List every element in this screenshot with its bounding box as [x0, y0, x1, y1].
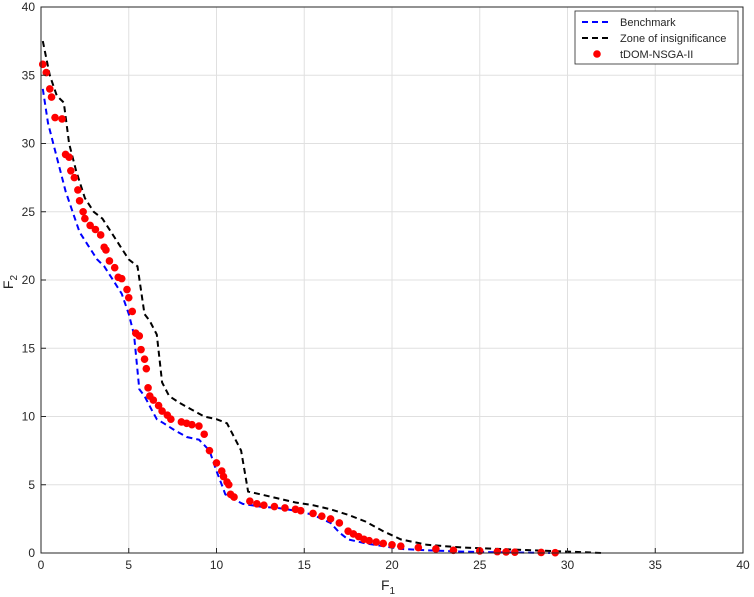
x-tick-label: 0	[38, 558, 45, 572]
data-point	[270, 502, 279, 511]
data-point	[432, 545, 440, 553]
x-tick-label: 35	[649, 558, 663, 572]
data-point	[396, 542, 405, 550]
x-tick-label: 10	[210, 558, 224, 572]
data-point	[309, 509, 317, 518]
data-point	[144, 384, 152, 392]
series-zone-of-insignificance-line	[41, 40, 603, 554]
data-point	[135, 332, 144, 340]
data-point	[42, 68, 51, 77]
data-point	[102, 246, 110, 254]
data-point	[200, 430, 209, 439]
x-tick-label: 15	[298, 558, 312, 572]
data-point	[75, 197, 84, 205]
data-point	[45, 85, 54, 93]
data-point	[449, 546, 458, 555]
data-point	[205, 446, 214, 455]
y-tick-label: 20	[22, 273, 36, 287]
data-point	[123, 285, 131, 294]
data-point	[67, 167, 75, 175]
data-point	[58, 115, 66, 123]
y-axis-label: F2	[0, 275, 20, 290]
series-benchmark-line	[41, 88, 551, 554]
data-point	[188, 420, 196, 429]
data-point	[74, 186, 82, 194]
x-tick-label: 5	[125, 558, 132, 572]
data-point	[124, 293, 133, 302]
data-point	[388, 541, 396, 549]
y-axis-label-subscript: 2	[9, 275, 20, 281]
data-point	[38, 60, 47, 69]
data-point	[105, 257, 114, 265]
data-point	[86, 221, 94, 230]
y-tick-label: 5	[28, 478, 35, 492]
data-point	[167, 415, 175, 424]
data-point	[326, 515, 335, 523]
data-point	[219, 472, 228, 481]
data-point	[365, 536, 373, 545]
legend-label-tdom-nsga-ii: tDOM-NSGA-II	[620, 49, 693, 61]
data-point	[110, 263, 119, 272]
legend-label-zone-of-insignificance: Zone of insignificance	[620, 33, 726, 45]
data-point	[79, 207, 87, 216]
data-point	[246, 497, 254, 505]
y-tick-label: 25	[22, 205, 36, 219]
data-point	[493, 547, 502, 556]
data-point	[281, 504, 289, 512]
data-point	[91, 225, 100, 234]
series-tdom-nsga-ii-points	[38, 60, 560, 557]
data-point	[117, 274, 126, 283]
x-tick-label: 30	[561, 558, 575, 572]
data-point	[128, 307, 137, 316]
data-point	[253, 500, 261, 508]
data-point	[140, 355, 149, 363]
x-tick-label: 25	[473, 558, 487, 572]
data-point	[230, 493, 238, 501]
data-point	[70, 173, 79, 182]
data-point	[502, 548, 510, 556]
data-point	[137, 345, 145, 354]
y-tick-label: 10	[22, 410, 36, 424]
data-point	[296, 506, 305, 515]
data-point	[379, 539, 388, 548]
y-tick-label: 0	[28, 546, 35, 560]
data-point	[335, 519, 344, 527]
series-layer	[38, 40, 603, 557]
x-tick-label: 40	[736, 558, 750, 572]
y-tick-label: 30	[22, 137, 36, 151]
x-axis-label-subscript: 1	[390, 586, 396, 597]
data-point	[260, 501, 268, 510]
data-point	[149, 396, 158, 404]
data-point	[537, 548, 545, 557]
legend-label-benchmark: Benchmark	[620, 17, 676, 29]
data-point	[47, 93, 56, 101]
data-point	[158, 407, 166, 415]
data-point	[414, 543, 423, 552]
data-point	[195, 422, 203, 430]
data-point	[154, 401, 163, 410]
data-point	[224, 480, 233, 489]
y-tick-label: 15	[22, 341, 36, 355]
data-point	[51, 113, 59, 122]
data-point	[81, 214, 89, 223]
data-point	[142, 364, 151, 373]
y-tick-label: 40	[22, 0, 36, 14]
data-point	[96, 231, 105, 239]
data-point	[511, 548, 519, 556]
legend-swatch-tdom-nsga-ii	[593, 50, 601, 58]
data-point	[318, 512, 326, 520]
x-tick-label: 20	[385, 558, 399, 572]
data-point	[372, 538, 381, 546]
data-point	[212, 459, 221, 467]
legend: Benchmark Zone of insignificance tDOM-NSGA…	[574, 10, 739, 65]
y-tick-label: 35	[22, 68, 36, 82]
tick-labels: 0 5 10 15 20 25 30 35 40 0 5 10 15 20 25 30 35 40	[22, 0, 750, 572]
grid-lines	[40, 6, 744, 554]
data-point	[65, 153, 73, 161]
x-axis-label: F1	[381, 577, 396, 597]
